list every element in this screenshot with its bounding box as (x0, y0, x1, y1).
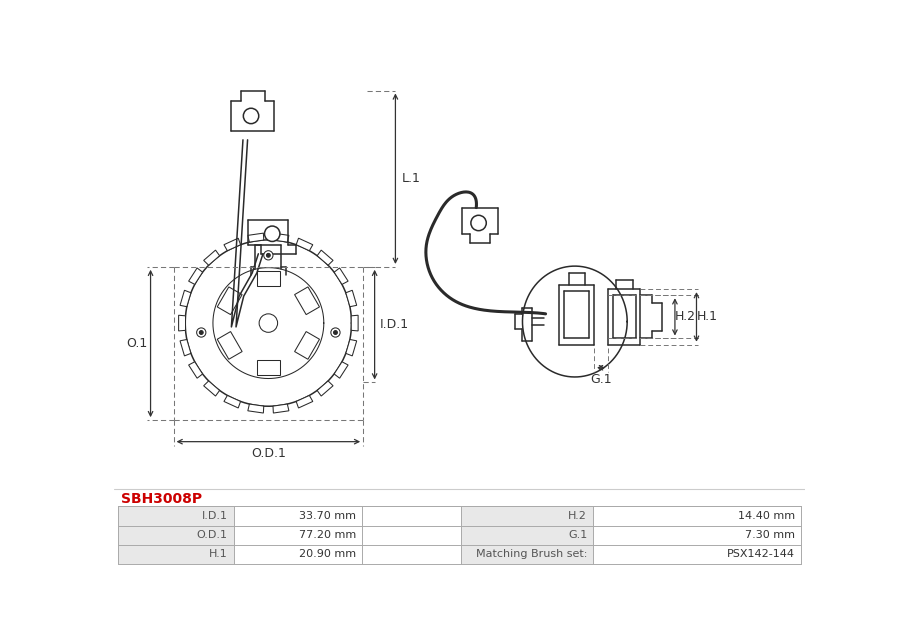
Text: 77.20 mm: 77.20 mm (299, 530, 356, 540)
Text: O.D.1: O.D.1 (251, 447, 286, 461)
Polygon shape (335, 362, 348, 378)
Bar (593, 545, 801, 564)
Bar (118, 545, 234, 564)
Text: 20.90 mm: 20.90 mm (299, 550, 356, 560)
Circle shape (265, 226, 280, 242)
Circle shape (264, 250, 273, 260)
Text: I.D.1: I.D.1 (379, 318, 408, 331)
Polygon shape (179, 315, 186, 331)
Text: H.1: H.1 (697, 311, 718, 323)
Bar (234, 545, 362, 564)
Polygon shape (204, 381, 220, 396)
Polygon shape (257, 271, 280, 286)
Text: G.1: G.1 (590, 373, 612, 386)
Polygon shape (248, 233, 264, 242)
Bar (234, 526, 362, 545)
Polygon shape (346, 339, 357, 356)
Text: Matching Brush set:: Matching Brush set: (475, 550, 588, 560)
Polygon shape (188, 362, 203, 378)
Circle shape (259, 314, 277, 332)
Polygon shape (346, 290, 357, 307)
Text: H.2: H.2 (569, 511, 588, 521)
Bar (461, 545, 593, 564)
Circle shape (196, 328, 206, 337)
Circle shape (471, 215, 486, 231)
Polygon shape (335, 268, 348, 284)
Text: G.1: G.1 (568, 530, 588, 540)
Polygon shape (217, 332, 242, 359)
Text: 33.70 mm: 33.70 mm (299, 511, 356, 521)
Bar (593, 526, 801, 545)
Polygon shape (248, 404, 264, 413)
Text: SBH3008P: SBH3008P (120, 491, 202, 505)
Circle shape (331, 328, 340, 337)
Polygon shape (273, 404, 289, 413)
Text: H.1: H.1 (209, 550, 228, 560)
Bar (461, 506, 593, 526)
Bar (461, 526, 593, 545)
Polygon shape (273, 233, 289, 242)
Polygon shape (352, 315, 358, 331)
Polygon shape (188, 268, 203, 284)
Polygon shape (318, 250, 333, 265)
Polygon shape (294, 332, 319, 359)
Polygon shape (217, 287, 242, 314)
Text: 14.40 mm: 14.40 mm (738, 511, 795, 521)
Polygon shape (296, 238, 313, 250)
Text: I.D.1: I.D.1 (202, 511, 228, 521)
Polygon shape (224, 238, 240, 250)
Circle shape (266, 254, 270, 258)
Polygon shape (180, 339, 191, 356)
Circle shape (199, 330, 204, 334)
Polygon shape (294, 287, 319, 314)
Bar (234, 506, 362, 526)
Polygon shape (318, 381, 333, 396)
Text: L.1: L.1 (401, 172, 421, 185)
Circle shape (334, 330, 337, 334)
Circle shape (243, 108, 258, 124)
Bar (118, 506, 234, 526)
Polygon shape (257, 360, 280, 376)
Polygon shape (224, 396, 240, 408)
Text: O.1: O.1 (126, 337, 147, 350)
Text: O.D.1: O.D.1 (196, 530, 228, 540)
Text: H.2: H.2 (675, 311, 696, 323)
Bar (593, 506, 801, 526)
Text: 7.30 mm: 7.30 mm (745, 530, 795, 540)
Polygon shape (296, 396, 313, 408)
Polygon shape (204, 250, 220, 265)
Bar (118, 526, 234, 545)
Text: PSX142-144: PSX142-144 (727, 550, 795, 560)
Polygon shape (180, 290, 191, 307)
